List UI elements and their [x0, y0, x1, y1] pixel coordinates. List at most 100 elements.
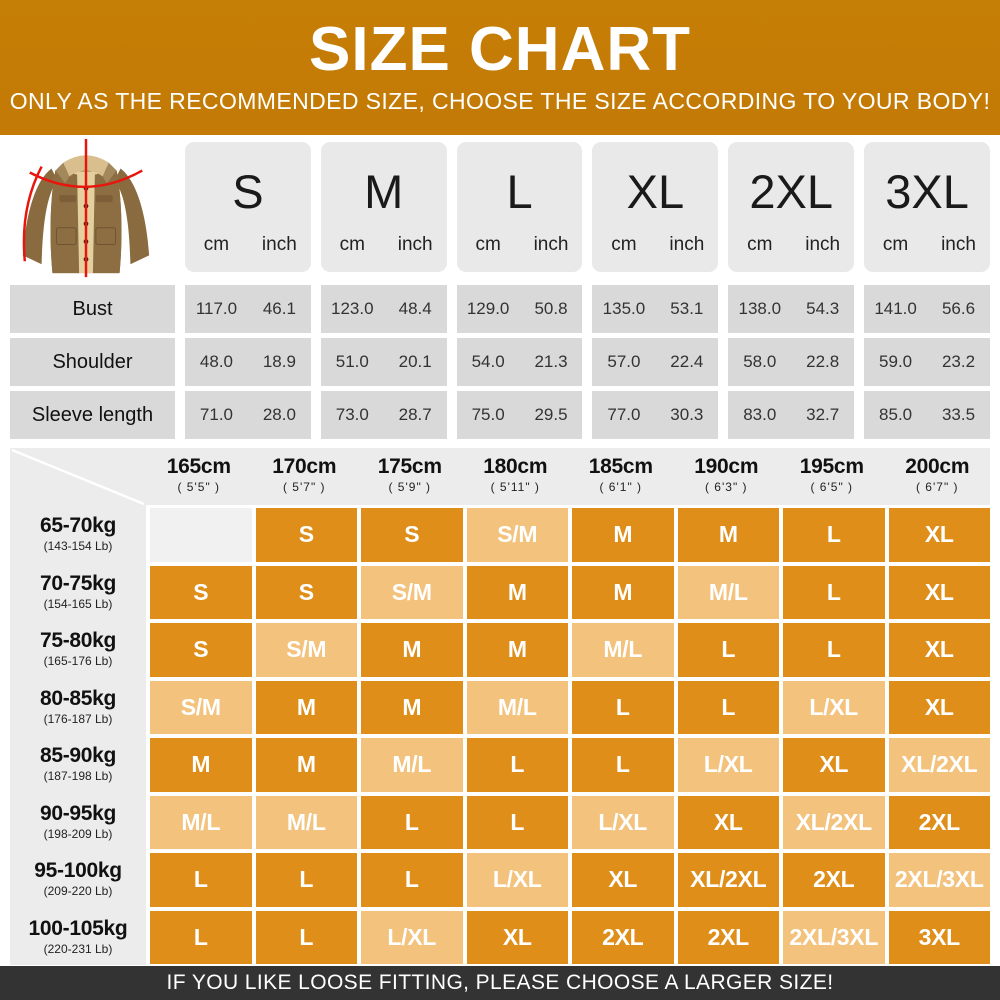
size-cell-r2-c2: S: [255, 565, 357, 619]
weight-kg-label: 80-85kg: [39, 686, 117, 710]
size-cell-r4-c3: M: [361, 680, 463, 734]
weight-label-90-95kg: 90-95kg (198-209 Lb): [10, 793, 146, 851]
inch-value: 22.8: [806, 352, 840, 371]
corner-cell: [10, 448, 146, 505]
inch-value: 21.3: [534, 352, 568, 371]
size-cell-r8-c7: 2XL/3XL: [783, 910, 885, 964]
height-cm-label: 190cm: [694, 455, 759, 478]
size-cell-r8-c6: 2XL: [677, 910, 779, 964]
inch-value: 20.1: [398, 352, 432, 371]
size-cell-r7-c3: L: [361, 853, 463, 907]
cm-value: 71.0: [199, 405, 233, 424]
unit-row: cm inch: [457, 234, 583, 272]
size-column-header-xl: XL cm inch: [592, 142, 719, 272]
size-cell-r8-c1: L: [150, 910, 252, 964]
height-ft-label: ( 6'1" ): [599, 480, 643, 494]
size-cell-r5-c2: M: [255, 738, 357, 792]
height-cm-label: 195cm: [799, 455, 864, 478]
header-banner: SIZE CHART ONLY AS THE RECOMMENDED SIZE,…: [0, 0, 1000, 135]
inch-unit-label: inch: [805, 234, 841, 255]
measurement-value-cell: 57.0 22.4: [592, 338, 719, 386]
size-cell-r6-c4: L: [466, 795, 568, 849]
weight-label-80-85kg: 80-85kg (176-187 Lb): [10, 678, 146, 736]
recommendation-table: 165cm( 5'5" ) 170cm( 5'7" ) 175cm( 5'9" ) 1…: [10, 448, 990, 965]
inch-value: 54.3: [806, 299, 840, 318]
size-cell-r6-c2: M/L: [255, 795, 357, 849]
size-cell-r2-c3: S/M: [361, 565, 463, 619]
size-cell-r4-c1: S/M: [150, 680, 252, 734]
height-ft-label: ( 5'9" ): [388, 480, 432, 494]
measurement-value-cell: 51.0 20.1: [320, 338, 447, 386]
measurement-value-cell: 54.0 21.3: [456, 338, 583, 386]
measurement-value-cell: 83.0 32.7: [728, 391, 855, 439]
measurement-value-cell: 129.0 50.8: [456, 285, 583, 333]
inch-value: 28.7: [398, 405, 432, 424]
size-cell-r3-c7: L: [783, 623, 885, 677]
measurement-row-shoulder: Shoulder 48.0 18.9 51.0 20.1 54.0 21.3 57.0 22.4…: [10, 338, 990, 386]
inch-value: 46.1: [262, 299, 296, 318]
height-cm-label: 180cm: [483, 455, 548, 478]
size-cell-r5-c7: XL: [783, 738, 885, 792]
height-ft-label: ( 6'3" ): [704, 480, 748, 494]
weight-lb-label: (165-176 Lb): [43, 654, 113, 669]
unit-row: cm inch: [728, 234, 854, 272]
inch-value: 50.8: [534, 299, 568, 318]
page-title: SIZE CHART: [309, 15, 691, 84]
size-cell-r7-c5: XL: [572, 853, 674, 907]
size-cell-r3-c5: M/L: [572, 623, 674, 677]
weight-label-100-105kg: 100-105kg (220-231 Lb): [10, 908, 146, 966]
height-ft-label: ( 5'11" ): [490, 480, 540, 494]
size-cell-r7-c7: 2XL: [783, 853, 885, 907]
size-cell-r3-c2: S/M: [255, 623, 357, 677]
size-cell-r1-c6: M: [677, 508, 779, 562]
height-ft-label: ( 5'5" ): [177, 480, 221, 494]
size-cell-r8-c4: XL: [466, 910, 568, 964]
height-header-185cm: 185cm ( 6'1" ): [568, 448, 674, 505]
height-cm-label: 170cm: [272, 455, 337, 478]
measurement-row-label: Shoulder: [10, 338, 175, 386]
measurement-value-cell: 85.0 33.5: [864, 391, 990, 439]
height-ft-label: ( 6'7" ): [915, 480, 959, 494]
cm-value: 123.0: [331, 299, 374, 318]
cm-value: 75.0: [471, 405, 505, 424]
diagonal-line: [11, 448, 145, 505]
unit-row: cm inch: [185, 234, 311, 272]
size-column-header-3xl: 3XL cm inch: [864, 142, 990, 272]
weight-kg-label: 95-100kg: [34, 859, 122, 883]
height-header-195cm: 195cm ( 6'5" ): [779, 448, 885, 505]
height-header-180cm: 180cm ( 5'11" ): [463, 448, 569, 505]
weight-label-65-70kg: 65-70kg (143-154 Lb): [10, 505, 146, 563]
size-cell-r4-c5: L: [572, 680, 674, 734]
cm-value: 117.0: [195, 299, 238, 318]
inch-unit-label: inch: [261, 234, 297, 255]
height-cm-label: 175cm: [377, 455, 442, 478]
size-cell-r1-c2: S: [255, 508, 357, 562]
weight-lb-label: (198-209 Lb): [43, 826, 113, 841]
weight-kg-label: 100-105kg: [28, 916, 128, 940]
measurement-row-sleeve-length: Sleeve length 71.0 28.0 73.0 28.7 75.0 29.5 77.…: [10, 391, 990, 439]
size-cell-r3-c3: M: [361, 623, 463, 677]
inch-value: 28.0: [262, 405, 296, 424]
cm-value: 73.0: [335, 405, 369, 424]
cm-unit-label: cm: [611, 234, 637, 255]
inch-unit-label: inch: [941, 234, 976, 255]
measurement-value-cell: 77.0 30.3: [592, 391, 719, 439]
size-cell-r7-c1: L: [150, 853, 252, 907]
cm-value: 135.0: [602, 299, 646, 318]
measurement-value-cell: 117.0 46.1: [185, 285, 311, 333]
sleeve-measure-line: [22, 166, 43, 262]
size-cell-r8-c2: L: [255, 910, 357, 964]
unit-row: cm inch: [321, 234, 447, 272]
inch-unit-label: inch: [397, 234, 433, 255]
measurement-rows: Bust 117.0 46.1 123.0 48.4 129.0 50.8 135.0 53.1…: [10, 285, 990, 439]
cm-unit-label: cm: [339, 234, 365, 255]
size-cell-r2-c6: M/L: [677, 565, 779, 619]
size-cell-r6-c8: 2XL: [888, 795, 990, 849]
size-cell-r2-c4: M: [466, 565, 568, 619]
height-header-200cm: 200cm ( 6'7" ): [885, 448, 991, 505]
measurement-value-cell: 48.0 18.9: [185, 338, 311, 386]
inch-value: 23.2: [941, 352, 976, 371]
